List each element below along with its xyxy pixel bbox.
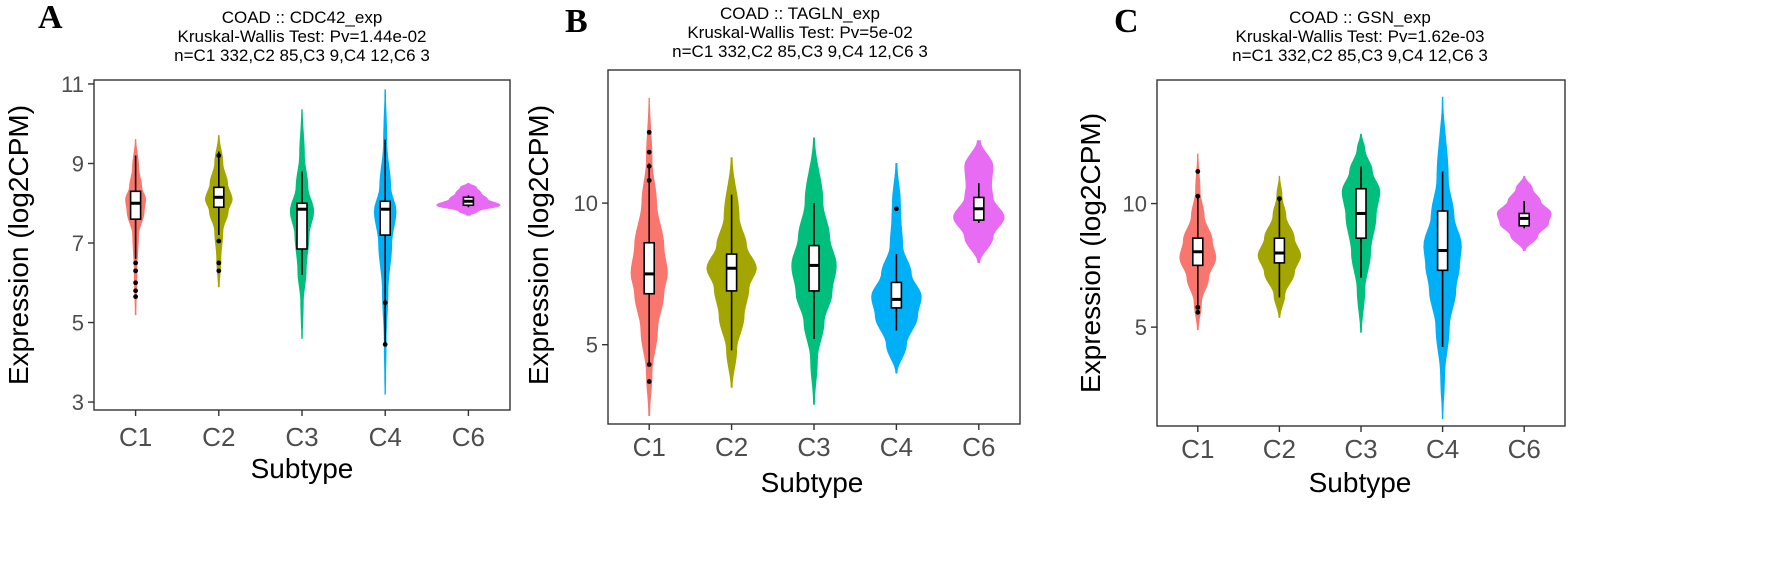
x-axis-title: Subtype [761, 467, 864, 498]
outlier-point [133, 280, 139, 286]
x-tick-label-c3: C3 [285, 422, 318, 452]
x-tick-label-c1: C1 [119, 422, 152, 452]
chart-title-line-2: Kruskal-Wallis Test: Pv=1.44e-02 [178, 27, 427, 46]
box-c4 [379, 200, 392, 236]
outlier-point [1195, 193, 1201, 199]
panel-b: B COAD :: TAGLN_exp Kruskal-Wallis Test:… [523, 3, 1021, 498]
y-tick-label: 10 [574, 191, 598, 216]
outlier-point [646, 129, 652, 135]
chart-title-line-3: n=C1 332,C2 85,C3 9,C4 12,C6 3 [672, 42, 928, 61]
outlier-point [646, 379, 652, 384]
outlier-point [133, 260, 139, 266]
y-tick-label: 5 [586, 333, 598, 358]
panel-label: C [1114, 3, 1139, 40]
y-axis: 3 5 7 9 11 [61, 72, 94, 415]
outlier-point [216, 260, 222, 266]
chart-title-line-3: n=C1 332,C2 85,C3 9,C4 12,C6 3 [1232, 46, 1488, 65]
outlier-point [1277, 196, 1282, 202]
panel-a: A COAD :: CDC42_exp Kruskal-Wallis Test:… [3, 0, 511, 484]
y-axis-title: Expression (log2CPM) [1075, 113, 1106, 393]
panel-label: A [38, 0, 63, 36]
x-tick-label-c6: C6 [962, 432, 995, 462]
outlier-point [894, 206, 899, 212]
x-tick-label-c6: C6 [1508, 434, 1541, 464]
x-tick-label-c4: C4 [1426, 434, 1459, 464]
violin-marks [125, 89, 501, 395]
x-axis: C1 C2 C3 C4 C6 [119, 410, 485, 452]
chart-title-line-1: COAD :: CDC42_exp [222, 8, 383, 27]
x-tick-label-c6: C6 [452, 422, 485, 452]
y-axis-title: Expression (log2CPM) [3, 105, 34, 385]
box-c3 [808, 244, 820, 292]
y-tick-label: 10 [1123, 192, 1147, 217]
panel-c: C COAD :: GSN_exp Kruskal-Wallis Test: P… [1075, 3, 1566, 498]
x-axis: C1 C2 C3 C4 C6 [1181, 426, 1541, 464]
violin-marks [1179, 96, 1552, 420]
outlier-point [216, 238, 222, 244]
outlier-point [646, 149, 652, 155]
outlier-point [382, 341, 388, 347]
x-axis-title: Subtype [1309, 467, 1412, 498]
x-tick-label-c3: C3 [1344, 434, 1377, 464]
outlier-point [216, 153, 222, 158]
outlier-point [133, 268, 139, 274]
x-tick-label-c2: C2 [1263, 434, 1296, 464]
box-c3 [296, 202, 308, 250]
outlier-point [646, 163, 652, 169]
outlier-point [1195, 169, 1201, 174]
x-tick-label-c1: C1 [1181, 434, 1214, 464]
box-c4 [1436, 210, 1449, 272]
chart-title-line-1: COAD :: TAGLN_exp [720, 4, 880, 23]
outlier-point [133, 294, 139, 300]
x-tick-label-c3: C3 [797, 432, 830, 462]
outlier-point [216, 268, 222, 274]
chart-title-line-1: COAD :: GSN_exp [1289, 8, 1431, 27]
x-axis-title: Subtype [251, 453, 354, 484]
y-tick-label: 7 [72, 231, 84, 256]
outlier-point [382, 300, 388, 306]
y-tick-label: 5 [72, 311, 84, 336]
outlier-point [1195, 309, 1201, 315]
outlier-point [646, 362, 652, 367]
box-c4 [890, 281, 903, 309]
outlier-point [133, 288, 139, 294]
panel-label: B [565, 3, 588, 40]
outlier-point [646, 178, 652, 183]
chart-title-line-2: Kruskal-Wallis Test: Pv=1.62e-03 [1236, 27, 1485, 46]
box-c1 [129, 190, 142, 220]
chart-title-line-2: Kruskal-Wallis Test: Pv=5e-02 [687, 23, 912, 42]
outlier-point [1195, 304, 1201, 310]
y-tick-label: 9 [72, 151, 84, 176]
y-axis-title: Expression (log2CPM) [523, 105, 554, 385]
y-tick-label: 5 [1135, 315, 1147, 340]
x-tick-label-c4: C4 [369, 422, 402, 452]
x-tick-label-c2: C2 [715, 432, 748, 462]
x-tick-label-c2: C2 [202, 422, 235, 452]
x-tick-label-c1: C1 [633, 432, 666, 462]
x-axis: C1 C2 C3 C4 C6 [633, 424, 995, 462]
x-tick-label-c4: C4 [880, 432, 913, 462]
box-c2 [725, 253, 738, 292]
violin-marks [630, 97, 1005, 417]
box-c1 [643, 241, 656, 295]
y-axis: 5 10 [1123, 192, 1157, 340]
y-tick-label: 3 [72, 390, 84, 415]
y-axis: 5 10 [574, 191, 608, 358]
chart-title-line-3: n=C1 332,C2 85,C3 9,C4 12,C6 3 [174, 46, 430, 65]
y-tick-label: 11 [61, 72, 84, 97]
box-c2 [1273, 237, 1286, 264]
